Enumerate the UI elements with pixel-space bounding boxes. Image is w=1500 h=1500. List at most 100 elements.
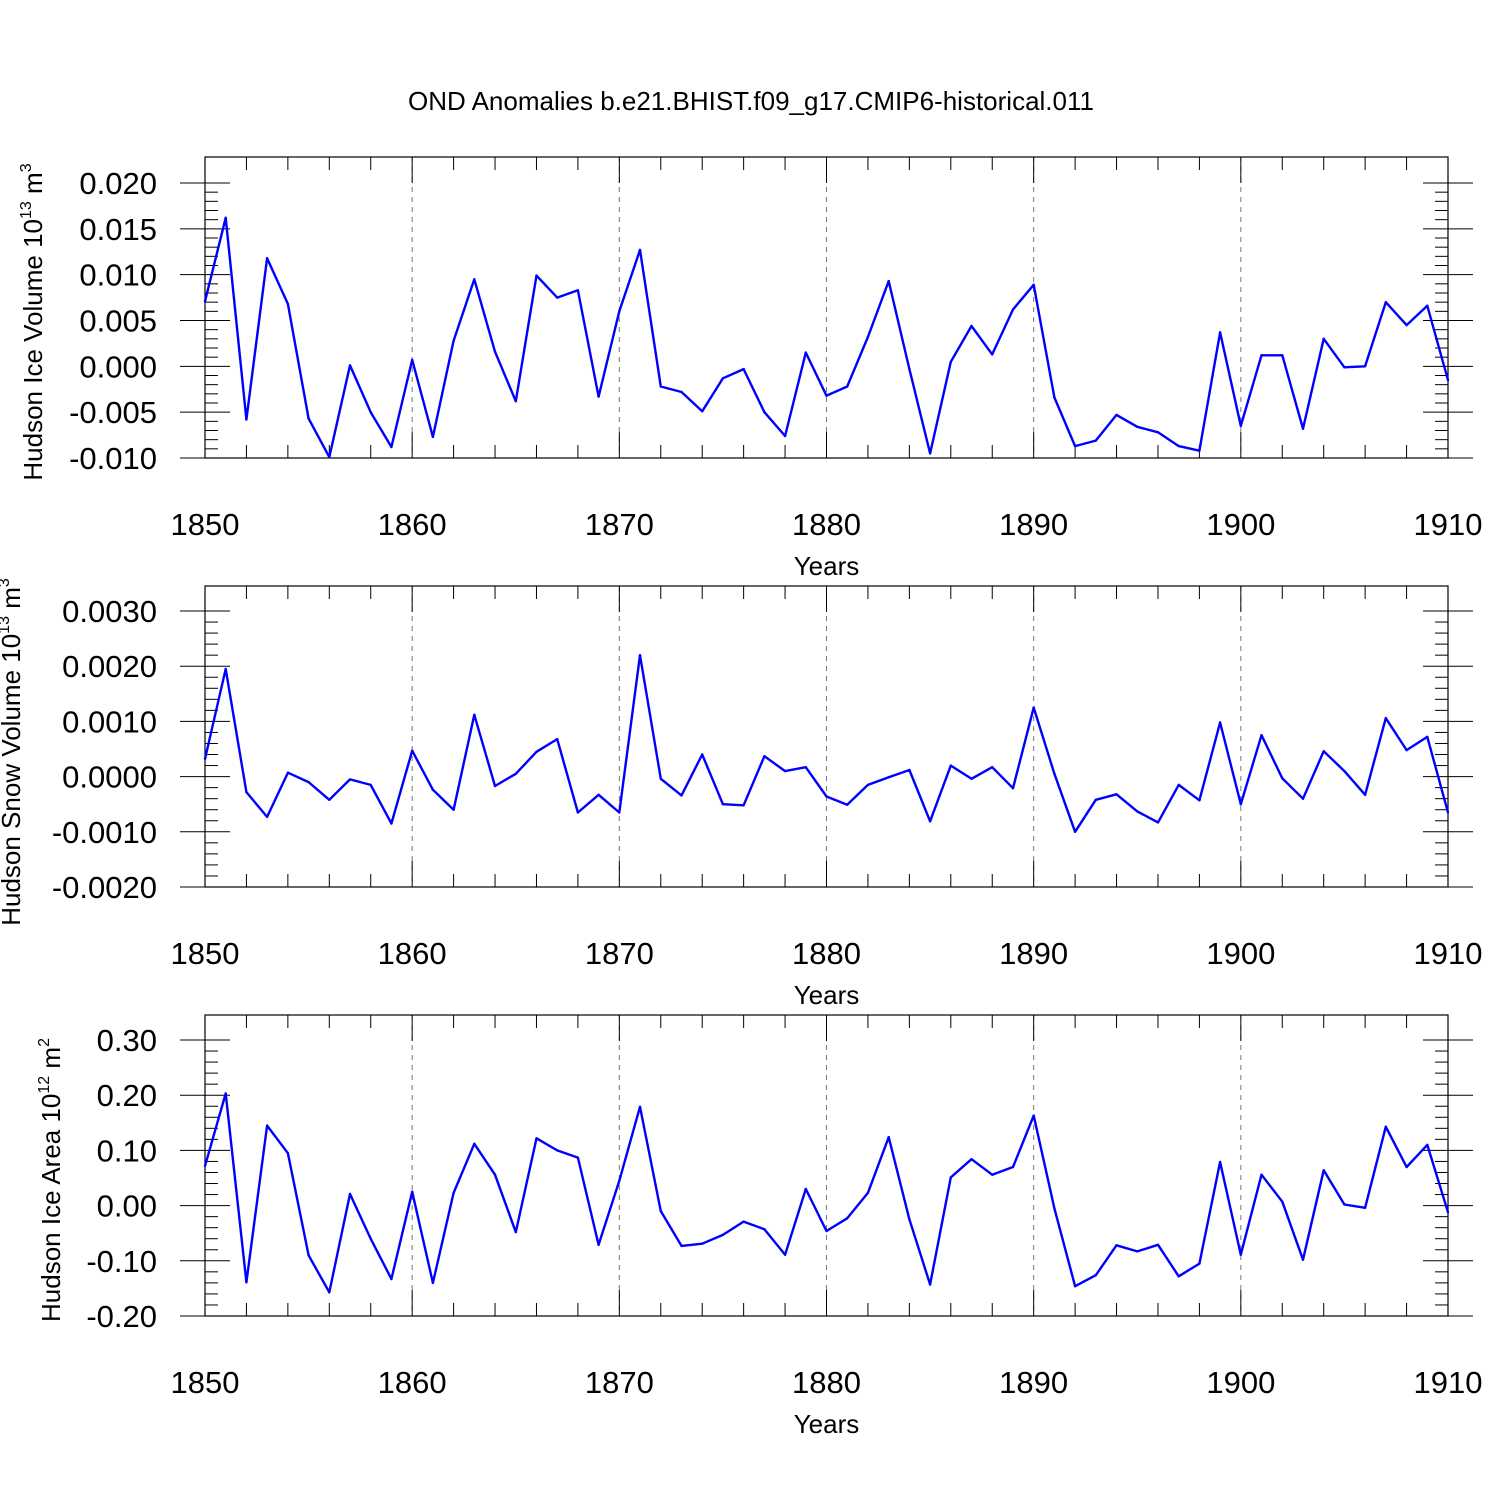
data-point bbox=[638, 248, 642, 252]
series-line bbox=[203, 654, 1450, 833]
data-point bbox=[804, 1187, 807, 1191]
data-point bbox=[224, 667, 227, 671]
data-point bbox=[846, 1217, 849, 1220]
data-point bbox=[265, 1124, 269, 1127]
data-point bbox=[514, 1230, 517, 1234]
y-axis-label-text: Hudson Ice Volume 10 bbox=[18, 219, 48, 481]
panels: 1850 1860 1870 1880 1890 1900 1910 -0.010 -0.005… bbox=[0, 156, 1482, 1439]
y-axis-label-exponent: 13 bbox=[0, 616, 13, 634]
y-tick-label: 0.00 bbox=[97, 1189, 157, 1224]
data-point bbox=[265, 815, 269, 819]
data-point bbox=[783, 434, 787, 438]
data-point bbox=[245, 418, 248, 421]
data-point bbox=[1156, 1243, 1160, 1247]
data-point bbox=[265, 257, 269, 260]
data-point bbox=[1177, 1275, 1180, 1278]
data-point bbox=[576, 1156, 580, 1159]
data-point bbox=[1446, 1211, 1450, 1214]
x-tick-label: 1900 bbox=[1206, 936, 1275, 971]
y-axis-label: Hudson Ice Volume 1013 m3 bbox=[18, 163, 48, 480]
data-point bbox=[1073, 1285, 1077, 1288]
y-axis-label: Hudson Snow Volume 1013 m3 bbox=[0, 578, 26, 926]
data-point bbox=[452, 339, 455, 342]
x-tick-label: 1880 bbox=[792, 936, 861, 971]
data-point bbox=[452, 1191, 455, 1195]
data-point bbox=[1115, 413, 1118, 417]
data-point bbox=[1405, 748, 1408, 752]
data-point bbox=[473, 278, 476, 281]
data-point bbox=[390, 445, 393, 449]
data-point bbox=[1032, 1114, 1035, 1117]
data-point bbox=[1053, 396, 1056, 399]
data-point bbox=[245, 1281, 248, 1284]
data-point bbox=[804, 351, 807, 354]
y-tick-label: 0.0000 bbox=[62, 760, 157, 795]
data-point bbox=[866, 1191, 870, 1195]
data-point bbox=[245, 790, 248, 794]
data-point bbox=[928, 820, 932, 823]
data-point bbox=[1239, 803, 1243, 806]
data-point bbox=[1384, 301, 1388, 304]
data-point bbox=[1218, 331, 1222, 334]
data-point bbox=[1363, 1206, 1367, 1210]
data-point bbox=[1363, 365, 1367, 368]
data-point bbox=[618, 310, 621, 313]
data-point bbox=[452, 808, 455, 811]
data-point bbox=[846, 803, 849, 806]
y-axis-label-unit-exponent: 3 bbox=[18, 163, 35, 172]
data-point bbox=[991, 766, 994, 769]
y-tick-label: 0.005 bbox=[79, 304, 157, 339]
data-point bbox=[721, 1233, 725, 1237]
data-point bbox=[411, 358, 414, 362]
chart-title: OND Anomalies b.e21.BHIST.f09_g17.CMIP6-… bbox=[408, 86, 1094, 116]
data-point bbox=[846, 385, 849, 388]
data-point bbox=[493, 784, 497, 788]
data-point bbox=[928, 452, 932, 455]
x-tick-label: 1870 bbox=[585, 507, 654, 542]
y-tick-label: 0.020 bbox=[79, 166, 157, 201]
y-tick-label: 0.010 bbox=[79, 258, 157, 293]
data-point bbox=[203, 757, 207, 761]
data-point bbox=[680, 794, 683, 797]
x-tick-label: 1880 bbox=[792, 507, 861, 542]
data-point bbox=[1032, 706, 1035, 709]
data-point bbox=[1115, 793, 1118, 796]
data-point bbox=[1198, 449, 1201, 452]
data-point bbox=[1011, 1165, 1015, 1169]
data-point bbox=[1011, 308, 1015, 311]
data-point bbox=[1301, 1258, 1305, 1261]
data-point bbox=[783, 769, 787, 773]
data-point bbox=[203, 300, 207, 303]
data-point bbox=[1446, 378, 1450, 382]
data-point bbox=[203, 1164, 207, 1168]
data-point bbox=[825, 795, 828, 798]
data-point bbox=[1136, 810, 1139, 813]
data-point bbox=[721, 377, 725, 380]
y-axis-label-text: Hudson Ice Area 10 bbox=[36, 1094, 66, 1322]
data-point bbox=[390, 1277, 393, 1281]
data-point bbox=[908, 367, 911, 371]
data-point bbox=[328, 798, 331, 801]
data-point bbox=[1198, 1262, 1201, 1265]
panel-3: 1850 1860 1870 1880 1890 1900 1910 -0.20 -0.10 0.… bbox=[36, 1014, 1482, 1439]
x-tick-label: 1870 bbox=[585, 1365, 654, 1400]
data-point bbox=[1322, 337, 1325, 340]
data-point bbox=[431, 1281, 435, 1285]
data-point bbox=[618, 1179, 621, 1183]
data-point bbox=[721, 803, 725, 806]
x-tick-label: 1900 bbox=[1206, 1365, 1275, 1400]
data-point bbox=[680, 390, 683, 394]
data-point bbox=[1094, 1274, 1098, 1277]
data-point bbox=[431, 788, 435, 791]
data-point bbox=[597, 1243, 600, 1247]
data-point bbox=[1322, 750, 1325, 753]
x-tick-label: 1900 bbox=[1206, 507, 1275, 542]
y-tick-label: 0.015 bbox=[79, 212, 157, 247]
data-point bbox=[804, 766, 807, 769]
data-point bbox=[1073, 830, 1077, 833]
data-point bbox=[1260, 1173, 1263, 1176]
data-point bbox=[1281, 1200, 1284, 1203]
data-point bbox=[1239, 424, 1243, 428]
data-point bbox=[908, 1218, 911, 1221]
